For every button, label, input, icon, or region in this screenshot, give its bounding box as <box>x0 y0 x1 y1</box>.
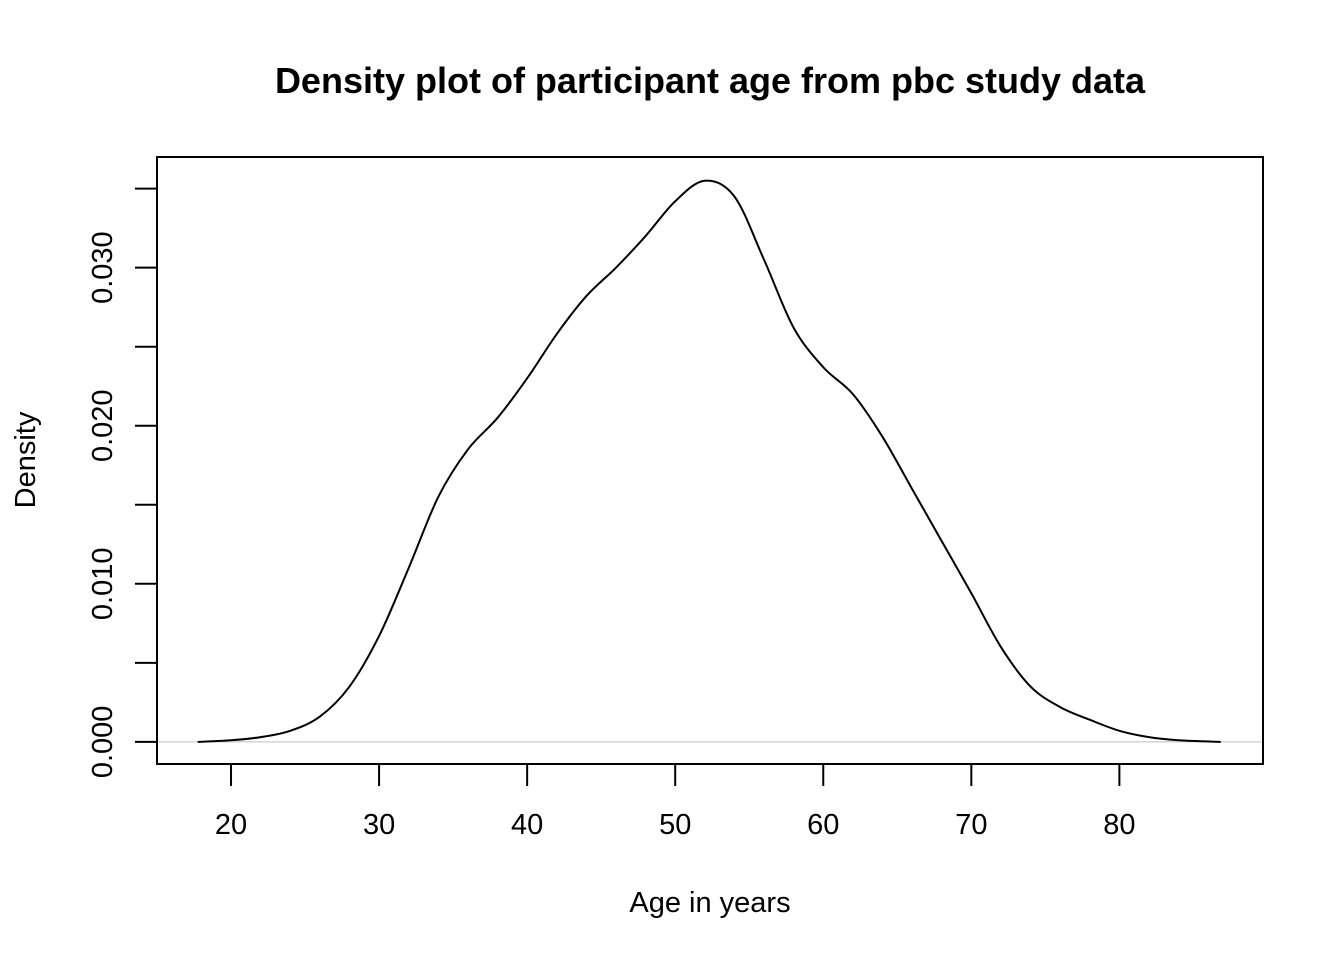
y-tick-label: 0.000 <box>87 706 119 779</box>
chart-title: Density plot of participant age from pbc… <box>275 60 1146 101</box>
x-tick-label: 70 <box>955 809 987 841</box>
x-tick-label: 20 <box>215 809 247 841</box>
y-axis: 0.000 0.010 0.020 0.030 <box>87 187 158 779</box>
x-tick-label: 60 <box>807 809 839 841</box>
y-tick-label: 0.010 <box>87 548 119 621</box>
series-layer <box>197 179 1222 743</box>
x-axis-label: Age in years <box>629 887 790 919</box>
x-tick-label: 80 <box>1103 809 1135 841</box>
y-tick-label: 0.030 <box>87 231 119 304</box>
x-axis: 20 30 40 50 60 70 80 <box>215 763 1136 841</box>
density-curve <box>197 179 1222 743</box>
x-tick-label: 40 <box>511 809 543 841</box>
x-tick-label: 30 <box>363 809 395 841</box>
y-tick-label: 0.020 <box>87 389 119 462</box>
x-tick-label: 50 <box>659 809 691 841</box>
y-axis-label: Density <box>10 411 42 508</box>
plot-frame <box>156 156 1264 765</box>
